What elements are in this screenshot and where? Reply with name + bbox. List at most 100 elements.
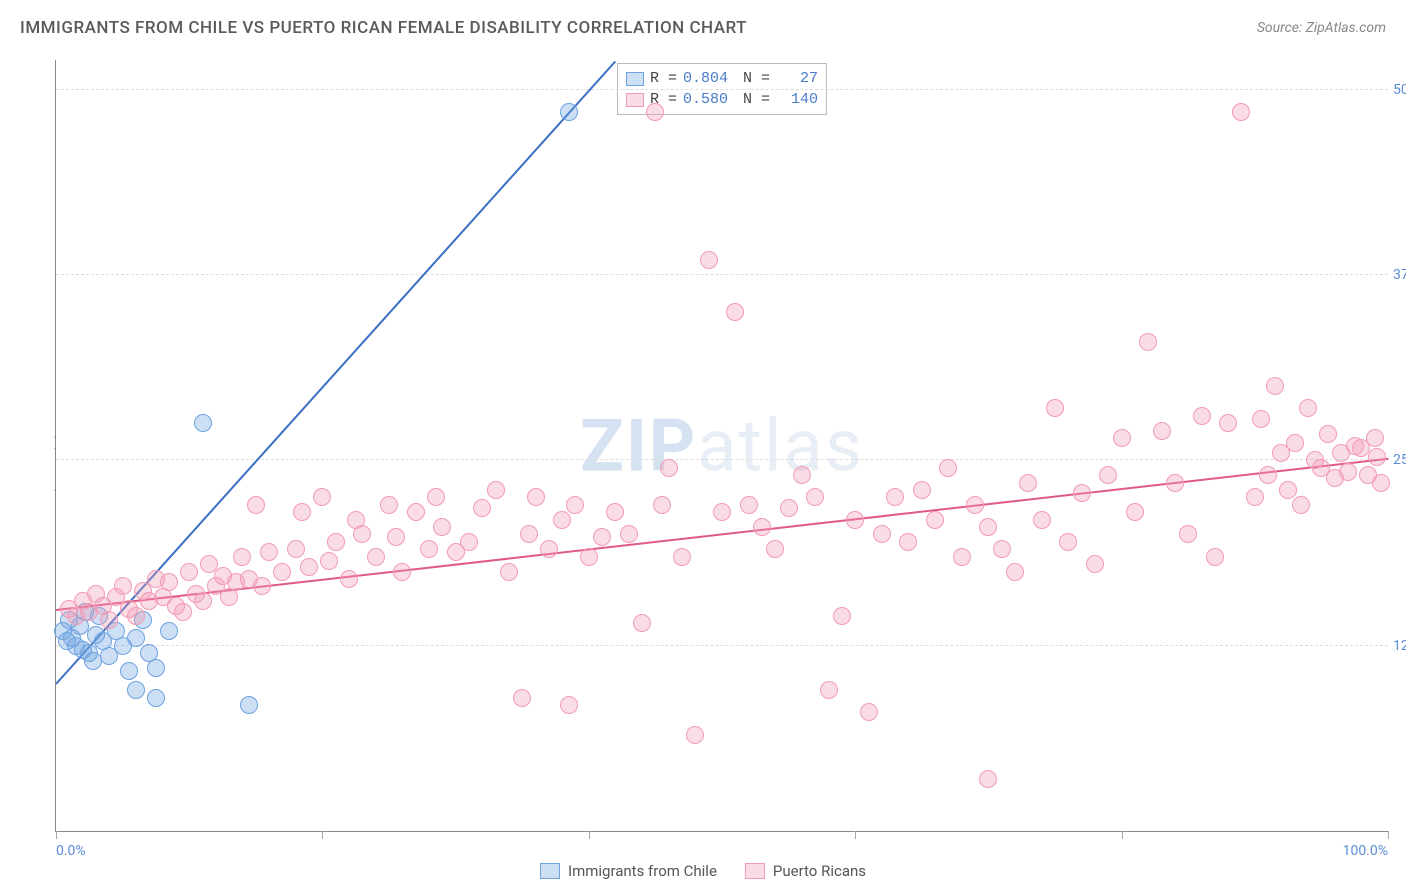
x-tick: [1388, 831, 1389, 839]
data-point-pr: [979, 770, 997, 788]
gridline: [56, 274, 1388, 275]
data-point-pr: [527, 488, 545, 506]
chart-header: IMMIGRANTS FROM CHILE VS PUERTO RICAN FE…: [20, 18, 1386, 38]
data-point-pr: [846, 511, 864, 529]
data-point-pr: [1292, 496, 1310, 514]
watermark-bold: ZIP: [580, 403, 697, 488]
data-point-pr: [886, 488, 904, 506]
data-point-pr: [780, 499, 798, 517]
chart-title: IMMIGRANTS FROM CHILE VS PUERTO RICAN FE…: [20, 18, 747, 38]
data-point-pr: [580, 548, 598, 566]
data-point-pr: [1059, 533, 1077, 551]
data-point-pr: [247, 496, 265, 514]
data-point-chile: [127, 681, 145, 699]
data-point-pr: [127, 607, 145, 625]
data-point-pr: [593, 528, 611, 546]
data-point-pr: [1366, 429, 1384, 447]
data-point-pr: [1166, 474, 1184, 492]
data-point-pr: [433, 518, 451, 536]
legend-item-pr: Puerto Ricans: [745, 862, 866, 880]
data-point-pr: [253, 577, 271, 595]
data-point-pr: [993, 540, 1011, 558]
data-point-pr: [560, 696, 578, 714]
data-point-chile: [560, 103, 578, 121]
data-point-pr: [860, 703, 878, 721]
data-point-pr: [833, 607, 851, 625]
data-point-pr: [387, 528, 405, 546]
data-point-pr: [1232, 103, 1250, 121]
data-point-pr: [899, 533, 917, 551]
x-tick-label: 100.0%: [1343, 843, 1388, 859]
data-point-pr: [793, 466, 811, 484]
data-point-pr: [966, 496, 984, 514]
data-point-pr: [1113, 429, 1131, 447]
data-point-pr: [327, 533, 345, 551]
data-point-pr: [313, 488, 331, 506]
data-point-pr: [420, 540, 438, 558]
data-point-pr: [700, 251, 718, 269]
data-point-pr: [380, 496, 398, 514]
x-tick: [322, 831, 323, 839]
y-tick-label: 50.0%: [1393, 82, 1406, 98]
data-point-chile: [120, 662, 138, 680]
data-point-pr: [520, 525, 538, 543]
data-point-pr: [367, 548, 385, 566]
data-point-pr: [740, 496, 758, 514]
legend-swatch-pr: [626, 93, 644, 107]
data-point-pr: [1319, 425, 1337, 443]
data-point-pr: [713, 503, 731, 521]
data-point-pr: [260, 543, 278, 561]
data-point-pr: [100, 611, 118, 629]
data-point-pr: [766, 540, 784, 558]
data-point-pr: [553, 511, 571, 529]
data-point-pr: [460, 533, 478, 551]
data-point-pr: [320, 552, 338, 570]
data-point-pr: [1206, 548, 1224, 566]
data-point-pr: [194, 592, 212, 610]
data-point-pr: [606, 503, 624, 521]
data-point-pr: [407, 503, 425, 521]
legend-label-chile: Immigrants from Chile: [568, 862, 717, 880]
data-point-chile: [147, 689, 165, 707]
data-point-pr: [1259, 466, 1277, 484]
data-point-chile: [240, 696, 258, 714]
data-point-pr: [427, 488, 445, 506]
x-tick: [855, 831, 856, 839]
data-point-pr: [487, 481, 505, 499]
legend-item-chile: Immigrants from Chile: [540, 862, 717, 880]
x-tick: [56, 831, 57, 839]
data-point-chile: [127, 629, 145, 647]
data-point-pr: [1279, 481, 1297, 499]
data-point-pr: [393, 563, 411, 581]
data-point-pr: [1339, 463, 1357, 481]
data-point-pr: [1006, 563, 1024, 581]
stats-row-chile: R = 0.804 N = 27: [626, 68, 818, 89]
data-point-pr: [620, 525, 638, 543]
data-point-pr: [1193, 407, 1211, 425]
data-point-pr: [273, 563, 291, 581]
data-point-chile: [160, 622, 178, 640]
data-point-pr: [1033, 511, 1051, 529]
data-point-pr: [114, 577, 132, 595]
data-point-pr: [939, 459, 957, 477]
data-point-pr: [1372, 474, 1390, 492]
data-point-pr: [646, 103, 664, 121]
data-point-pr: [287, 540, 305, 558]
y-tick-label: 25.0%: [1393, 452, 1406, 468]
data-point-pr: [726, 303, 744, 321]
data-point-pr: [1099, 466, 1117, 484]
data-point-pr: [979, 518, 997, 536]
stats-label-r: R =: [650, 68, 677, 89]
data-point-chile: [194, 414, 212, 432]
data-point-pr: [1139, 333, 1157, 351]
watermark: ZIPatlas: [580, 403, 864, 488]
data-point-pr: [653, 496, 671, 514]
stats-chile-r: 0.804: [683, 68, 728, 89]
data-point-pr: [300, 558, 318, 576]
data-point-pr: [1219, 414, 1237, 432]
legend-swatch-chile: [626, 72, 644, 86]
stats-label-n: N =: [734, 89, 770, 110]
data-point-pr: [293, 503, 311, 521]
data-point-pr: [1299, 399, 1317, 417]
legend-swatch-chile-icon: [540, 863, 560, 879]
